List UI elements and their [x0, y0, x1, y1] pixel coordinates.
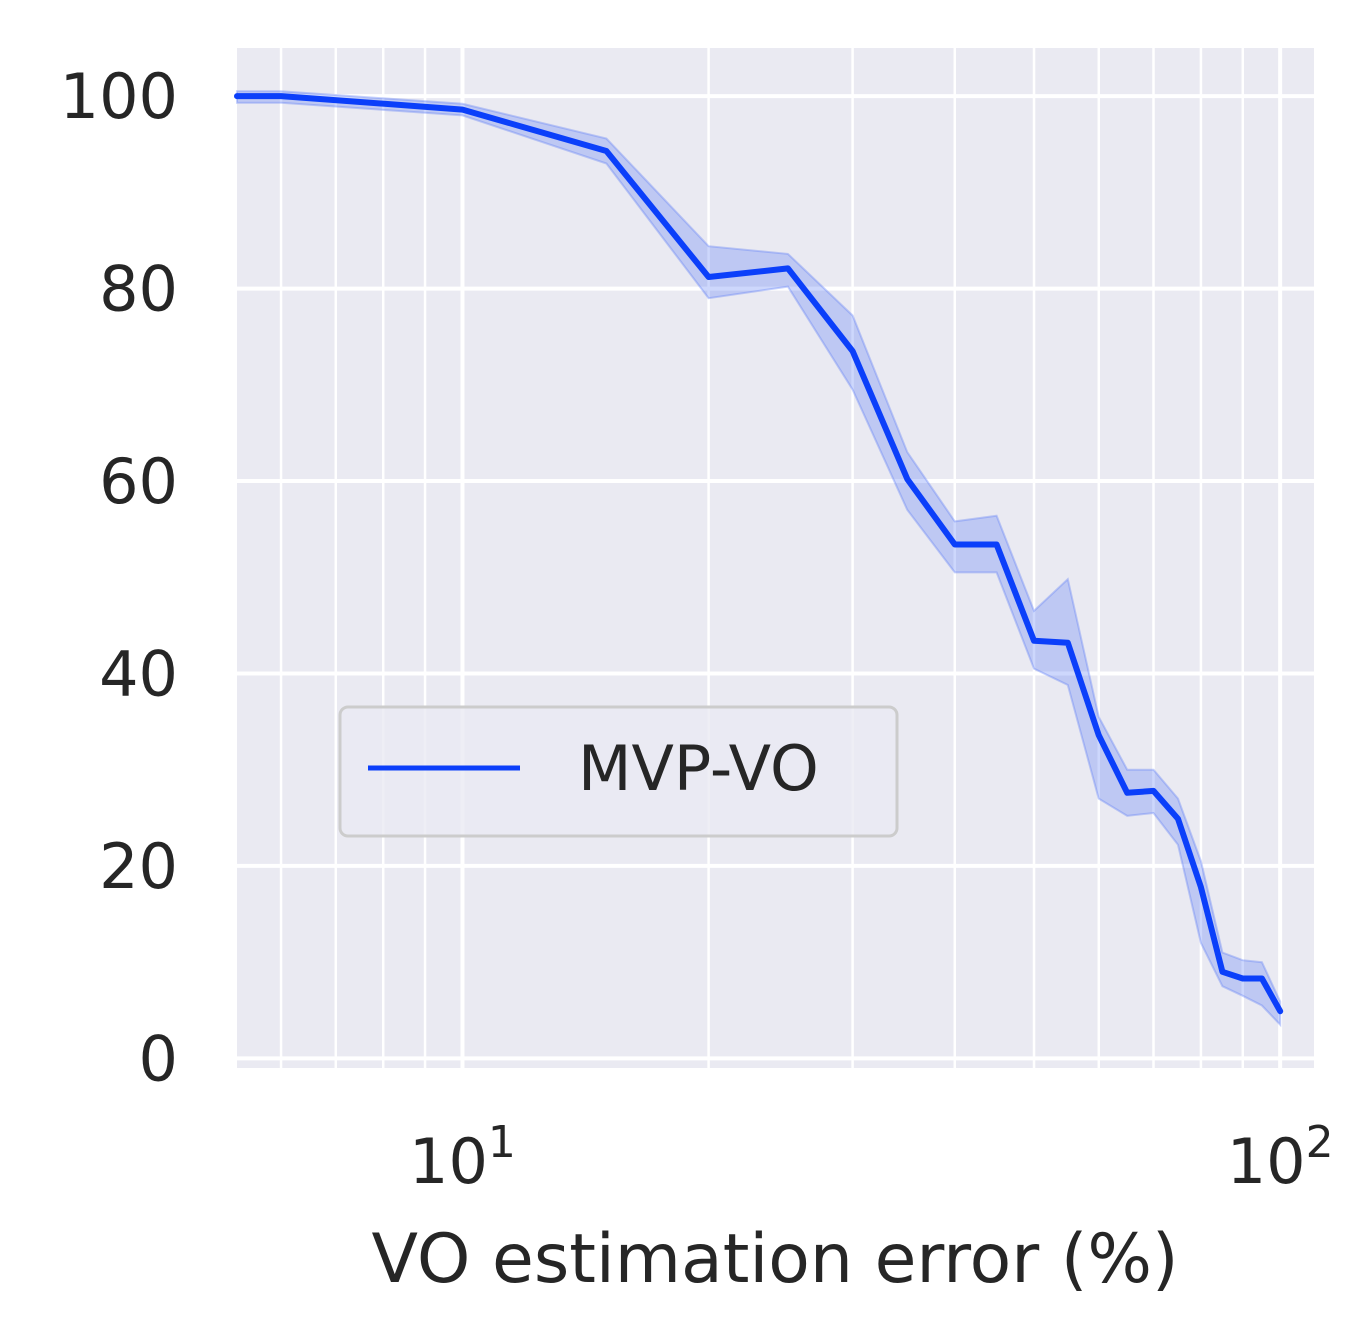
y-tick-label: 80 [99, 253, 178, 326]
y-tick-label: 20 [99, 830, 178, 903]
legend-box [338, 705, 899, 838]
y-tick-labels: 0 20 40 60 80 100 [60, 60, 178, 1095]
series-layer [234, 90, 1284, 1028]
y-tick-label: 100 [60, 60, 178, 133]
plot-background [237, 48, 1314, 1068]
x-tick-label: 101 [409, 1117, 516, 1198]
y-tick-label: 0 [139, 1022, 178, 1095]
y-tick-label: 60 [99, 445, 178, 518]
y-tick-label: 40 [99, 637, 178, 710]
series-0-confidence-band [236, 90, 1282, 1028]
major-grid [237, 48, 1314, 1068]
legend: MVP-VO [338, 705, 899, 838]
legend-label-mvp-vo: MVP-VO [578, 732, 819, 805]
x-tick-label: 102 [1227, 1117, 1334, 1198]
x-tick-labels: 101 102 [409, 1117, 1334, 1198]
x-axis-label: VO estimation error (%) [372, 1220, 1179, 1299]
series-0-line [234, 93, 1284, 1015]
